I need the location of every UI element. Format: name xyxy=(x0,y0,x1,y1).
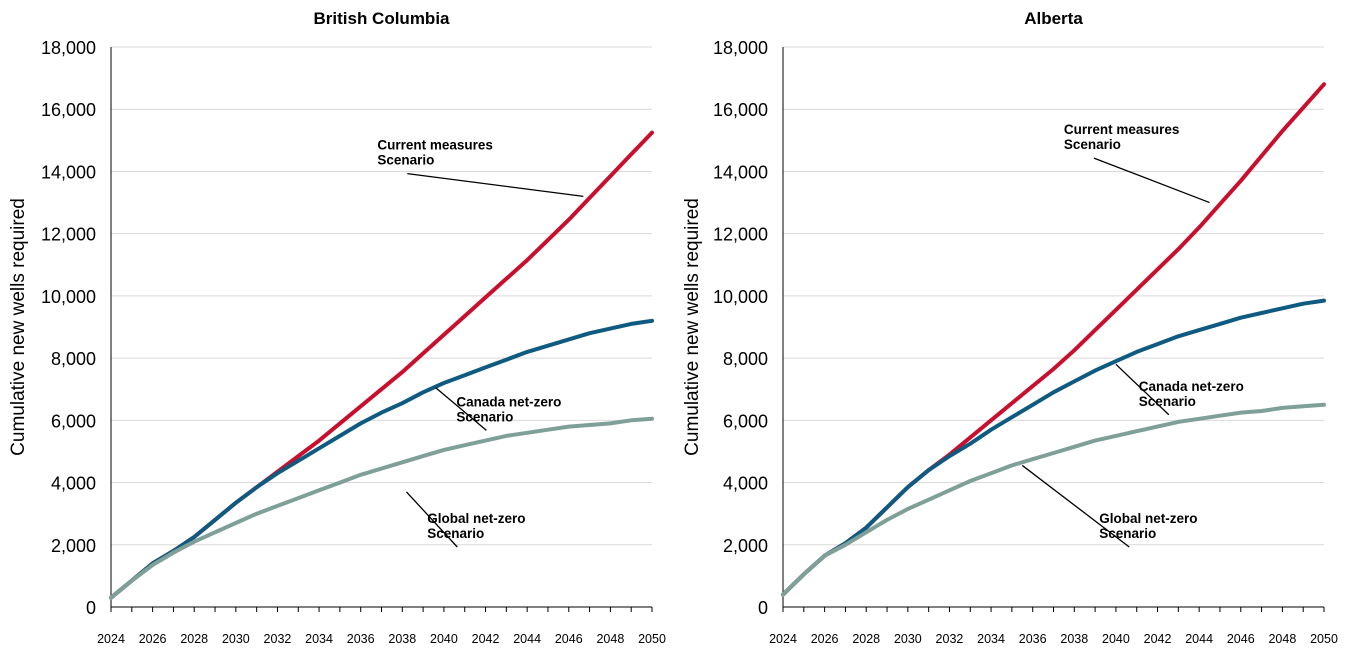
y-tick-label: 4,000 xyxy=(723,474,768,494)
series-line-2 xyxy=(109,318,654,600)
y-tick-label: 16,000 xyxy=(41,100,96,120)
y-tick-label: 0 xyxy=(758,598,768,618)
series-line-1 xyxy=(109,130,654,600)
y-tick-label: 10,000 xyxy=(41,287,96,307)
y-tick-label: 14,000 xyxy=(713,162,768,182)
x-tick-label: 2048 xyxy=(1268,632,1296,646)
x-tick-label: 2034 xyxy=(977,632,1005,646)
series-label: Global net-zero Scenario xyxy=(427,511,525,541)
y-tick-label: 18,000 xyxy=(41,38,96,58)
y-tick-label: 12,000 xyxy=(41,225,96,245)
x-tick-label: 2030 xyxy=(894,632,922,646)
y-tick-label: 10,000 xyxy=(713,287,768,307)
x-tick-label: 2042 xyxy=(1144,632,1172,646)
series-line-2 xyxy=(781,298,1326,597)
y-tick-label: 16,000 xyxy=(713,100,768,120)
annotation-leader xyxy=(1115,363,1170,416)
chart-panel-1: British Columbia Cumulative new wells req… xyxy=(8,9,666,646)
y-tick-label: 4,000 xyxy=(51,474,96,494)
x-tick-label: 2034 xyxy=(305,632,333,646)
x-tick-label: 2036 xyxy=(1019,632,1047,646)
x-tick-label: 2046 xyxy=(555,632,583,646)
y-tick-label: 12,000 xyxy=(713,225,768,245)
series-label: Current measures Scenario xyxy=(1064,122,1180,152)
y-tick-label: 8,000 xyxy=(51,349,96,369)
y-tick-label: 2,000 xyxy=(51,536,96,556)
x-tick-label: 2050 xyxy=(1310,632,1338,646)
x-tick-label: 2048 xyxy=(596,632,624,646)
series-label: Global net-zero Scenario xyxy=(1099,511,1197,541)
x-tick-label: 2046 xyxy=(1227,632,1255,646)
x-tick-label: 2032 xyxy=(936,632,964,646)
x-tick-label: 2030 xyxy=(222,632,250,646)
x-tick-label: 2042 xyxy=(472,632,500,646)
annotation-leader xyxy=(1093,157,1210,204)
annotation-leader xyxy=(405,491,458,548)
x-tick-label: 2026 xyxy=(139,632,167,646)
x-tick-label: 2028 xyxy=(852,632,880,646)
chart-title: Alberta xyxy=(1024,9,1083,28)
x-tick-label: 2024 xyxy=(97,632,125,646)
y-axis-label: Cumulative new wells required xyxy=(682,198,703,456)
annotation-leader xyxy=(1021,464,1130,548)
x-tick-label: 2026 xyxy=(811,632,839,646)
series-label: Canada net-zero Scenario xyxy=(456,394,561,424)
x-tick-label: 2028 xyxy=(180,632,208,646)
series-label: Canada net-zero Scenario xyxy=(1139,379,1244,409)
y-axis-label: Cumulative new wells required xyxy=(8,198,29,456)
x-tick-label: 2032 xyxy=(264,632,292,646)
x-tick-label: 2040 xyxy=(430,632,458,646)
y-tick-label: 14,000 xyxy=(41,162,96,182)
chart-title: British Columbia xyxy=(313,9,450,28)
x-tick-label: 2044 xyxy=(1185,632,1213,646)
annotation-leader xyxy=(435,387,487,431)
chart-panel-2: Alberta Cumulative new wells required 0 2,0… xyxy=(682,9,1338,646)
y-tick-label: 0 xyxy=(86,598,96,618)
y-tick-label: 2,000 xyxy=(723,536,768,556)
series-label: Current measures Scenario xyxy=(377,138,493,168)
y-tick-label: 8,000 xyxy=(723,349,768,369)
x-tick-label: 2050 xyxy=(638,632,666,646)
x-tick-label: 2038 xyxy=(388,632,416,646)
y-tick-label: 18,000 xyxy=(713,38,768,58)
series-line-3 xyxy=(781,402,1326,597)
x-tick-label: 2038 xyxy=(1060,632,1088,646)
series-line-1 xyxy=(781,82,1326,597)
y-tick-label: 6,000 xyxy=(51,411,96,431)
x-tick-label: 2024 xyxy=(769,632,797,646)
x-tick-label: 2036 xyxy=(347,632,375,646)
x-tick-label: 2040 xyxy=(1102,632,1130,646)
annotation-leader xyxy=(407,173,584,197)
x-tick-label: 2044 xyxy=(513,632,541,646)
y-tick-label: 6,000 xyxy=(723,411,768,431)
series-line-3 xyxy=(109,416,654,600)
